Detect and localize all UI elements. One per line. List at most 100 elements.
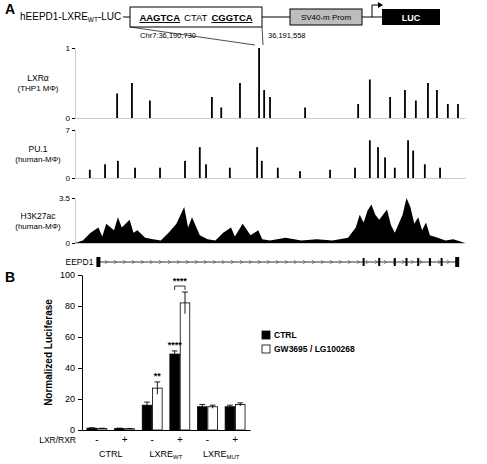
error-bar [210, 405, 216, 408]
exon [406, 258, 408, 266]
locus-line [262, 27, 263, 45]
exon [429, 258, 431, 266]
exon [363, 258, 365, 266]
error-bar [99, 428, 105, 430]
tick-mark [72, 48, 75, 49]
promoter-label: SV40-m Prom [301, 13, 352, 22]
signal-bar [117, 161, 119, 178]
exon [378, 258, 380, 266]
exon [394, 258, 396, 266]
signal-bar [404, 90, 406, 118]
tick-label: 0 [66, 174, 71, 183]
significance-label: **** [168, 340, 183, 350]
construct-name-suffix: -LUC [98, 11, 121, 22]
group-label-main: CTRL [99, 449, 123, 459]
tick: 0 [66, 114, 75, 123]
tick-label: - [95, 434, 98, 445]
signal-bar [239, 83, 241, 118]
signal-bar [211, 97, 213, 118]
tick: 20 [65, 394, 82, 404]
signal-bar [220, 108, 222, 119]
bar [235, 404, 245, 430]
gene-name: EEPD1 [66, 257, 94, 267]
signal-bar [377, 147, 379, 178]
construct-name-main: hEEPD1-LXRE [20, 11, 88, 22]
error-bar [237, 403, 243, 406]
tss-arrow [372, 5, 379, 17]
tick-label: 60 [65, 332, 75, 342]
track-subtitle: (human-MΦ) [15, 155, 61, 164]
axis-line [76, 178, 466, 179]
track: LXRα(THP1 MΦ)01 [17, 44, 465, 123]
signal-bar [436, 90, 438, 118]
tick: 40 [65, 363, 82, 373]
lxre-box [130, 7, 262, 27]
tick-label: 80 [65, 301, 75, 311]
tick: 3.5 [59, 194, 75, 203]
signal-bar [424, 164, 426, 178]
panel-label: A [5, 1, 15, 17]
gene-model: EEPD1 [66, 257, 460, 267]
signal-bar [394, 168, 396, 178]
track: H3K27ac(human-MΦ)03.5 [15, 194, 465, 248]
tick: - [206, 434, 209, 445]
tick-label: + [177, 434, 183, 445]
legend-swatch [262, 331, 270, 339]
sequence-part: CGGTCA [211, 12, 252, 23]
tick: 60 [65, 332, 82, 342]
tick-mark [72, 130, 75, 131]
tick-label: 20 [65, 394, 75, 404]
bar [142, 405, 152, 430]
reporter-box [382, 9, 440, 25]
tick-mark [78, 337, 82, 338]
tick-label: + [232, 434, 238, 445]
bar [198, 407, 208, 430]
track-subtitle: (human-MΦ) [15, 222, 61, 231]
tick: 1 [66, 44, 75, 53]
signal-bar [131, 83, 133, 118]
legend-swatch [262, 345, 270, 353]
y-axis: 07 [66, 126, 76, 183]
group-label-main: LXRE [203, 449, 227, 459]
x-axis [76, 243, 466, 244]
x-axis [76, 118, 466, 119]
tick: 0 [66, 239, 75, 248]
tick-label: - [151, 434, 154, 445]
signal-bar [269, 97, 271, 118]
signal-bar [159, 168, 161, 178]
tick-label: 0 [66, 239, 71, 248]
signal-area [75, 198, 465, 243]
signal-bar [369, 140, 371, 178]
x-axis-title: LXR/RXR [39, 435, 76, 445]
signal-bar [412, 151, 414, 178]
construct-line [262, 17, 290, 18]
bar [180, 303, 190, 430]
significance-bracket [175, 286, 185, 290]
tick-label: 100 [60, 270, 75, 280]
track-marks [89, 140, 441, 178]
tick-label: + [122, 434, 128, 445]
track-title: PU.1 [29, 144, 48, 154]
error-bar [199, 404, 205, 409]
signal-bar [407, 140, 409, 178]
track-marks [75, 198, 465, 243]
signal-bar [457, 104, 459, 118]
y-axis: 03.5 [59, 194, 76, 248]
signal-bar [384, 157, 386, 178]
tick-label: 1 [66, 44, 71, 53]
signal-bar [427, 83, 429, 118]
signal-bar [258, 48, 260, 118]
axis-line [75, 49, 76, 119]
signal-bar [134, 168, 136, 178]
strand-arrows [105, 260, 450, 264]
signal-bar [447, 104, 449, 118]
x-axis [76, 178, 466, 179]
error-bar [127, 428, 133, 430]
legend-label: CTRL [274, 330, 297, 340]
tick-mark [72, 118, 75, 119]
locus-start: Chr7:36,190,730 [140, 31, 196, 40]
signal-bar [261, 161, 263, 178]
group-label-main: LXRE [150, 449, 174, 459]
group-label: LXREWT [150, 449, 183, 460]
x-axis: - + - + - + [83, 431, 251, 446]
